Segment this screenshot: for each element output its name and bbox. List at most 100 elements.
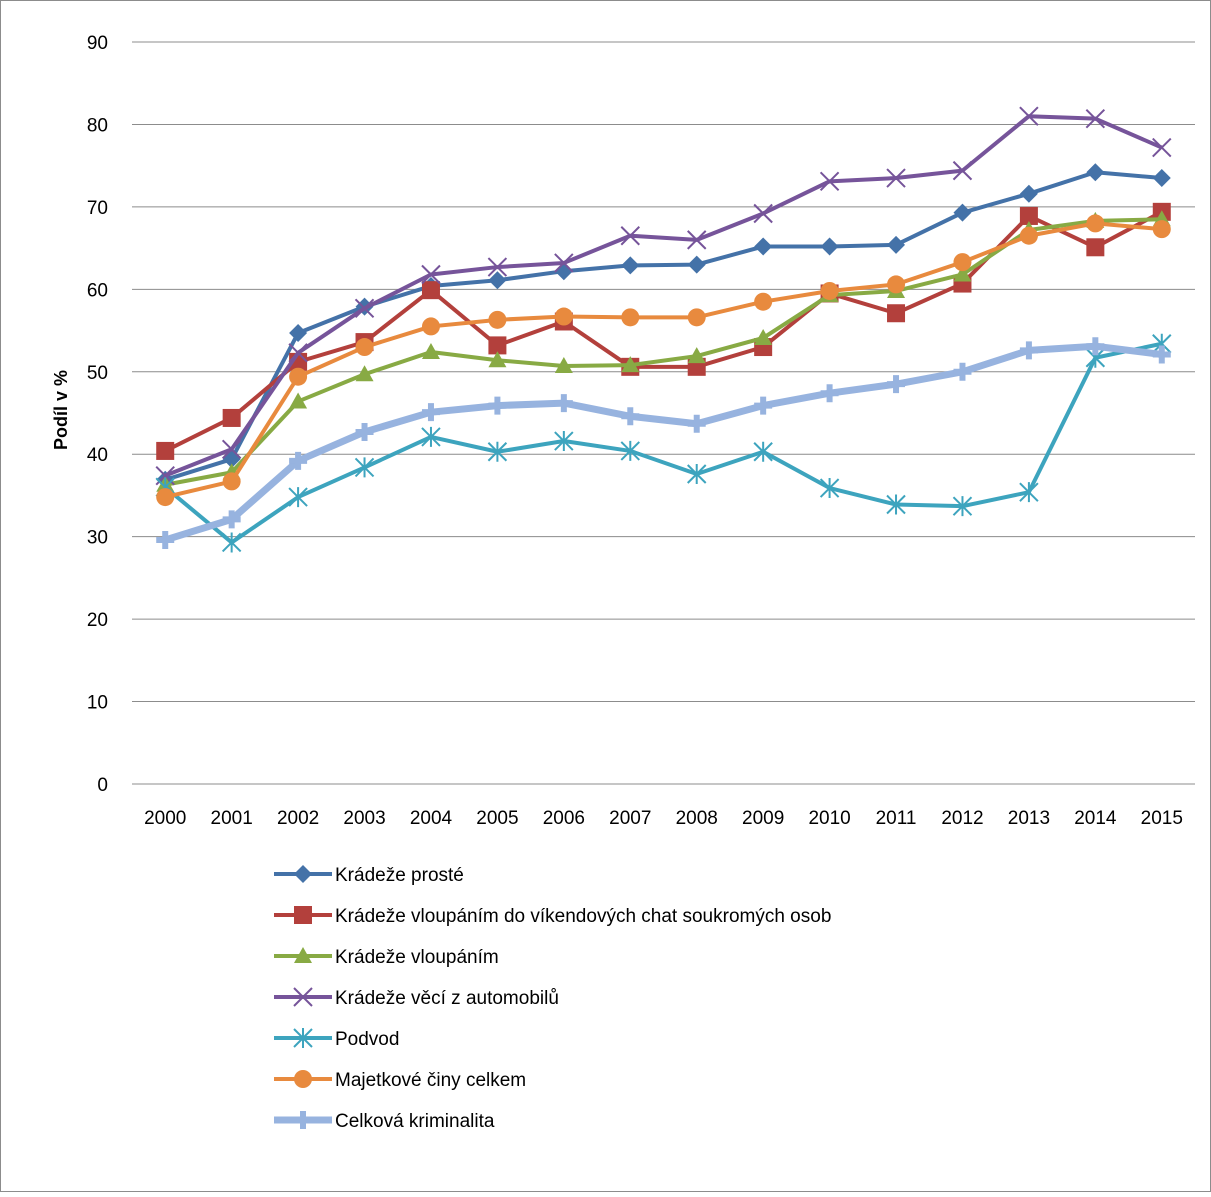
series-line <box>163 341 1163 545</box>
data-point <box>687 255 706 274</box>
x-tick-label: 2012 <box>941 808 983 829</box>
legend-marker <box>294 906 312 924</box>
data-point <box>156 441 175 460</box>
y-tick-label: 70 <box>87 198 108 219</box>
data-point <box>421 264 441 285</box>
data-point <box>288 343 308 363</box>
data-point <box>621 407 640 426</box>
data-point <box>421 281 440 300</box>
data-point <box>621 356 640 373</box>
x-tick-label: 2000 <box>144 808 186 829</box>
data-point <box>887 275 906 294</box>
data-point <box>1019 206 1038 225</box>
data-point <box>620 226 640 246</box>
data-point <box>554 253 574 273</box>
legend-entry: Majetkové činy celkem <box>274 1070 526 1091</box>
data-point <box>886 494 906 515</box>
x-tick-label: 2015 <box>1141 808 1183 829</box>
data-point <box>1019 106 1039 126</box>
y-tick-label: 50 <box>87 363 108 384</box>
data-point <box>1085 108 1106 129</box>
data-point <box>687 414 706 433</box>
data-point <box>754 328 773 345</box>
data-point <box>819 171 840 192</box>
data-point <box>488 310 507 329</box>
legend-marker <box>294 1070 312 1088</box>
x-tick-label: 2006 <box>543 808 585 829</box>
legend-entry: Krádeže vloupáním do víkendových chat so… <box>274 906 831 927</box>
legend-marker <box>294 947 312 963</box>
data-point <box>953 253 972 272</box>
data-point <box>687 347 706 364</box>
y-tick-label: 60 <box>87 280 108 301</box>
data-point <box>819 478 840 499</box>
data-point <box>355 365 374 382</box>
data-point <box>1019 184 1038 203</box>
data-point <box>754 237 773 256</box>
y-tick-label: 30 <box>87 528 108 549</box>
data-point <box>1086 337 1105 356</box>
legend-marker <box>293 987 313 1007</box>
series-7 <box>156 337 1171 549</box>
data-point <box>687 230 707 250</box>
data-point <box>554 394 573 413</box>
data-point <box>355 338 374 357</box>
data-point <box>1019 226 1038 245</box>
data-point <box>289 451 308 470</box>
legend-marker <box>294 1111 312 1129</box>
legend-label: Celková kriminalita <box>335 1111 495 1132</box>
data-point <box>221 532 242 553</box>
legend-entry: Krádeže vloupáním <box>274 947 499 968</box>
legend-label: Krádeže vloupáním do víkendových chat so… <box>335 906 831 927</box>
data-point <box>687 308 706 327</box>
data-point <box>421 426 441 447</box>
data-point <box>887 375 906 394</box>
data-point <box>488 396 507 415</box>
y-tick-label: 40 <box>87 445 108 466</box>
data-point <box>222 472 241 491</box>
data-point <box>621 308 640 327</box>
data-point <box>953 265 972 282</box>
data-point <box>1152 169 1171 188</box>
data-point <box>421 403 440 422</box>
y-axis-ticks: 0 10 20 30 40 50 60 70 80 90 <box>87 33 108 796</box>
series-4 <box>155 106 1172 486</box>
data-point <box>886 168 906 188</box>
data-point <box>887 304 906 323</box>
data-point <box>156 488 175 507</box>
data-point <box>355 422 374 441</box>
legend-label: Krádeže vloupáním <box>335 947 499 968</box>
data-point <box>554 307 573 326</box>
x-tick-label: 2010 <box>808 808 850 829</box>
x-tick-label: 2008 <box>676 808 718 829</box>
x-tick-label: 2002 <box>277 808 319 829</box>
data-point <box>289 392 308 409</box>
x-tick-label: 2007 <box>609 808 651 829</box>
data-point <box>820 237 839 256</box>
series-5 <box>155 333 1172 553</box>
x-tick-label: 2011 <box>876 808 917 829</box>
x-tick-label: 2009 <box>742 808 784 829</box>
x-axis-ticks: 2000 2001 2002 2003 2004 2005 2006 2007 2008 2009… <box>144 808 1183 829</box>
data-point <box>487 441 508 462</box>
data-point <box>1019 341 1038 360</box>
data-point <box>1086 163 1105 182</box>
data-point <box>554 357 573 374</box>
data-point <box>753 441 773 462</box>
legend-marker <box>294 865 312 883</box>
data-point <box>1152 345 1171 364</box>
y-tick-label: 80 <box>87 115 108 136</box>
x-tick-label: 2001 <box>211 808 253 829</box>
legend-entry: Celková kriminalita <box>274 1111 495 1132</box>
data-point <box>621 256 640 275</box>
x-tick-label: 2013 <box>1008 808 1050 829</box>
data-point <box>488 351 507 368</box>
series-6 <box>156 214 1171 507</box>
data-point <box>222 510 241 529</box>
legend-entry: Podvod <box>274 1028 399 1050</box>
y-tick-label: 0 <box>97 775 108 796</box>
data-point <box>354 298 375 319</box>
